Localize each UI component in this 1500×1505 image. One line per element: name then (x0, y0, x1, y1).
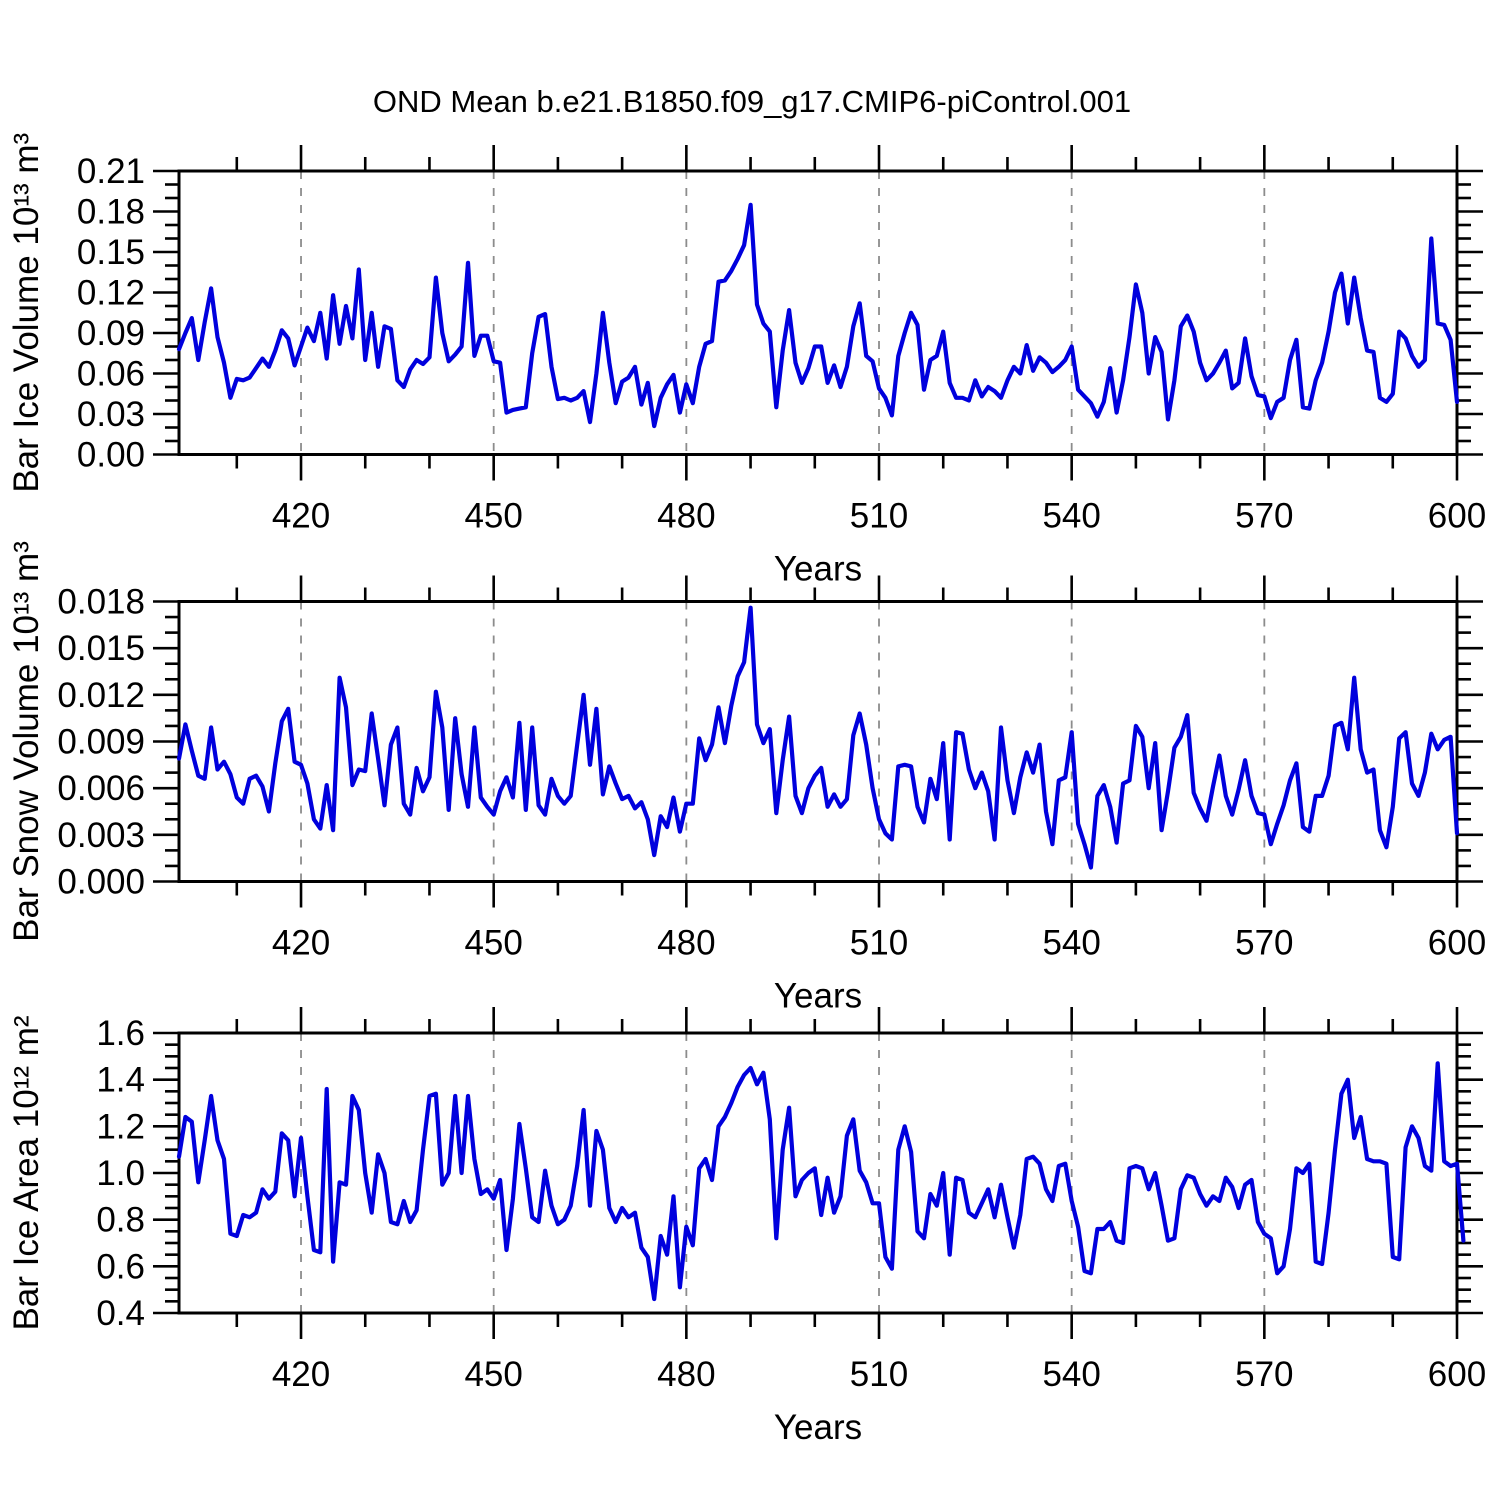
plot-frame (177, 169, 1459, 456)
x-axis-label: Years (774, 550, 862, 589)
y-tick-label: 1.0 (96, 1154, 145, 1193)
y-tick-label: 0.012 (57, 676, 145, 715)
x-tick-label: 570 (1235, 497, 1293, 536)
y-tick-label: 0.00 (77, 436, 145, 475)
y-tick-label: 0.21 (77, 152, 145, 191)
plot-frame (177, 1031, 1459, 1315)
x-tick-label: 600 (1428, 497, 1486, 536)
y-axis-label: Bar Snow Volume 10¹³ m³ (7, 541, 46, 942)
x-tick-label: 510 (850, 1355, 908, 1394)
x-tick-label: 420 (272, 924, 330, 963)
y-tick-label: 0.12 (77, 274, 145, 313)
x-tick-label: 480 (657, 924, 715, 963)
y-axis-label: Bar Ice Volume 10¹³ m³ (7, 133, 46, 493)
x-tick-label: 510 (850, 497, 908, 536)
x-tick-label: 450 (464, 497, 522, 536)
y-tick-label: 0.6 (96, 1247, 145, 1286)
x-tick-label: 420 (272, 497, 330, 536)
y-tick-label: 0.06 (77, 355, 145, 394)
y-tick-label: 0.009 (57, 723, 145, 762)
y-tick-label: 0.4 (96, 1294, 145, 1333)
y-tick-label: 0.8 (96, 1201, 145, 1240)
y-tick-label: 1.6 (96, 1014, 145, 1053)
y-tick-label: 0.006 (57, 769, 145, 808)
x-tick-label: 510 (850, 924, 908, 963)
x-tick-label: 600 (1428, 1355, 1486, 1394)
panel-ice-volume: 420 450 480 510 540 570 6000.000.030.060.090.1… (7, 133, 1486, 589)
x-axis-label: Years (774, 977, 862, 1016)
data-series-ice-volume (176, 202, 1460, 429)
y-axis-label: Bar Ice Area 10¹² m² (7, 1015, 46, 1330)
chart-title: OND Mean b.e21.B1850.f09_g17.CMIP6-piCon… (373, 84, 1131, 119)
y-tick-label: 0.018 (57, 583, 145, 622)
x-tick-label: 540 (1042, 497, 1100, 536)
y-tick-label: 0.015 (57, 629, 145, 668)
y-tick-label: 1.4 (96, 1061, 145, 1100)
data-series-ice-area (176, 1061, 1466, 1302)
panel-ice-area: 420 450 480 510 540 570 600 0.4 0.6 0.8 1.0 1.2 1.4 1… (7, 1007, 1486, 1447)
x-tick-label: 450 (464, 1355, 522, 1394)
y-tick-label: 1.2 (96, 1107, 145, 1146)
x-tick-label: 420 (272, 1355, 330, 1394)
y-tick-label: 0.18 (77, 193, 145, 232)
x-tick-label: 480 (657, 497, 715, 536)
x-tick-label: 570 (1235, 1355, 1293, 1394)
x-tick-label: 600 (1428, 924, 1486, 963)
plot-frame (177, 600, 1459, 883)
x-axis-label: Years (774, 1408, 862, 1447)
y-tick-label: 0.000 (57, 863, 145, 902)
panels: 420 450 480 510 540 570 6000.000.030.060.090.1… (7, 133, 1486, 1447)
x-tick-label: 480 (657, 1355, 715, 1394)
y-tick-label: 0.09 (77, 314, 145, 353)
y-tick-label: 0.03 (77, 395, 145, 434)
y-tick-label: 0.15 (77, 233, 145, 272)
x-tick-label: 450 (464, 924, 522, 963)
panel-snow-volume: 420 450 480 510 540 570 600 0.000 0.003 0.006 0.00… (7, 541, 1486, 1015)
x-tick-label: 570 (1235, 924, 1293, 963)
data-series-snow-volume (176, 605, 1460, 870)
x-tick-label: 540 (1042, 1355, 1100, 1394)
y-tick-label: 0.003 (57, 816, 145, 855)
x-tick-label: 540 (1042, 924, 1100, 963)
